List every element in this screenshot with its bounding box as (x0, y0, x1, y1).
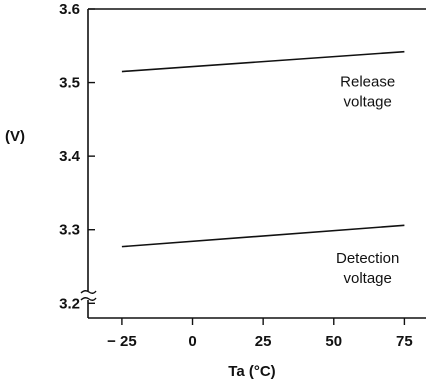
annotations: Release voltage Detection voltage (336, 73, 399, 287)
x-tick-label: 75 (396, 333, 413, 350)
plot-frame (80, 8, 426, 319)
axis-break-mark-lower (80, 297, 97, 301)
y-axis-label: (V) (5, 128, 25, 145)
detection-voltage-line (121, 224, 405, 248)
x-tick-label: 50 (325, 333, 342, 350)
y-tick-label: 3.2 (59, 295, 80, 312)
annotation-line: Release (340, 73, 395, 90)
detection-voltage-annotation: Detection voltage (336, 250, 399, 287)
axis-break-mark-upper (80, 290, 97, 294)
series-lines (121, 50, 405, 248)
release-voltage-line (121, 50, 405, 73)
x-tick-label: 25 (255, 333, 272, 350)
x-axis-ticks: − 25 0 25 50 75 (107, 318, 413, 350)
annotation-line: voltage (343, 270, 391, 287)
y-tick-label: 3.4 (59, 148, 81, 165)
x-axis-label: Ta (°C) (228, 363, 275, 380)
x-tick-label: 0 (188, 333, 196, 350)
y-tick-label: 3.5 (59, 75, 80, 92)
release-voltage-annotation: Release voltage (340, 73, 395, 110)
y-axis-ticks: 3.2 3.3 3.4 3.5 3.6 (59, 1, 95, 312)
x-tick-label: − 25 (107, 333, 137, 350)
y-tick-label: 3.6 (59, 1, 80, 18)
annotation-line: Detection (336, 250, 399, 267)
y-tick-label: 3.3 (59, 222, 80, 239)
annotation-line: voltage (343, 93, 391, 110)
